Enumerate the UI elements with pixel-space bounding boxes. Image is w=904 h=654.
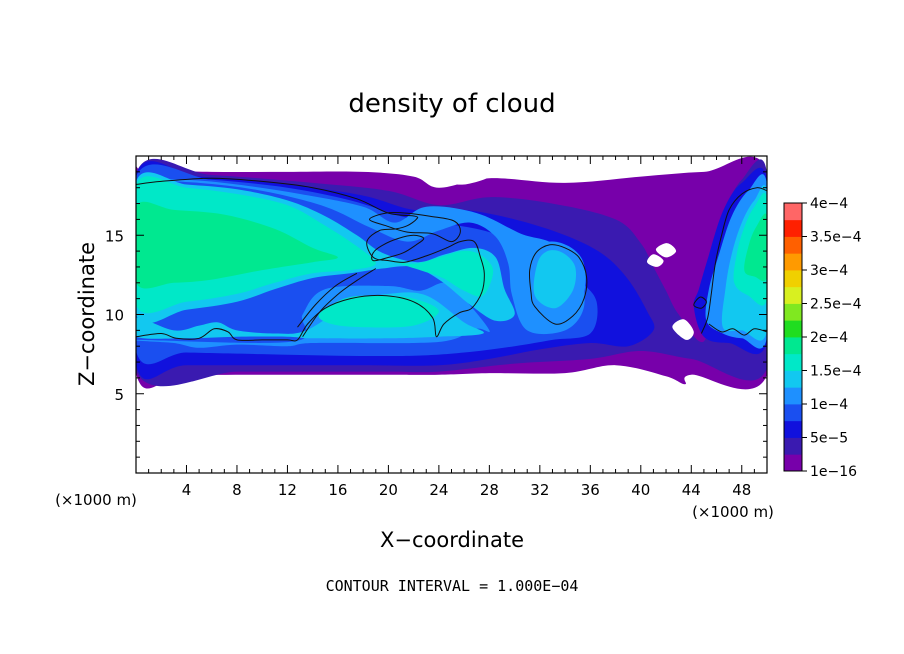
contour-main: [136, 177, 485, 342]
colorbar-tick-label: 2.5e−4: [810, 297, 862, 313]
contour-inner-2: [371, 234, 425, 262]
contour-right: [700, 187, 767, 334]
colorbar-segment: [784, 303, 802, 321]
x-tick-label: 24: [429, 481, 448, 499]
teal-green-lower: [318, 295, 439, 328]
chart-title: density of cloud: [348, 89, 555, 119]
contour-blob: [693, 296, 707, 309]
contour-streak-2: [297, 272, 358, 328]
colorbar-tick-label: 1e−4: [810, 397, 848, 413]
gap-4: [655, 243, 677, 258]
gap-1: [438, 174, 490, 185]
colorbar: [783, 202, 803, 472]
colorbar-tick-label: 4e−4: [810, 196, 848, 212]
density-field: [136, 156, 767, 390]
y-tick-label: 5: [114, 386, 124, 404]
x-tick-label: 4: [182, 481, 192, 499]
colorbar-labels: 1e−16 5e−5 1e−4 1.5e−4 2e−4 2.5e−4 3e−4 3.5e−4 4…: [802, 196, 862, 480]
cyan-bubble: [533, 250, 577, 309]
colorbar-segment: [784, 270, 802, 288]
green-core: [136, 201, 338, 289]
colorbar-segment: [784, 370, 802, 388]
colorbar-segment: [784, 353, 802, 371]
x-axis: 4 8 12 16 20 24 28 32 36 40 44 48: [148, 156, 755, 499]
colorbar-segment: [784, 337, 802, 355]
x-tick-label: 16: [328, 481, 347, 499]
contour-lines: [136, 177, 767, 342]
colorbar-tick-label: 1.5e−4: [810, 364, 862, 380]
y-axis-title: Z−coordinate: [75, 242, 99, 386]
contour-right-lower: [708, 323, 767, 336]
x-axis-title: X−coordinate: [380, 528, 524, 552]
x-tick-label: 48: [732, 481, 751, 499]
x-tick-label: 32: [530, 481, 549, 499]
teal-green-upper: [390, 250, 494, 297]
green-core-right: [744, 213, 767, 282]
gap-2: [647, 254, 664, 267]
contour-streak-1: [302, 268, 377, 337]
colorbar-segment: [784, 219, 802, 237]
light-blue: [136, 179, 585, 335]
colorbar-tick-label: 2e−4: [810, 330, 848, 346]
colorbar-segment: [784, 404, 802, 422]
x-tick-label: 20: [379, 481, 398, 499]
colorbar-segment: [784, 387, 802, 405]
x-tick-label: 40: [631, 481, 650, 499]
contour-interval-note: CONTOUR INTERVAL = 1.000E−04: [326, 577, 579, 595]
y-tick-label: 15: [105, 227, 124, 245]
contour-bubble: [528, 244, 588, 325]
x-tick-label: 44: [682, 481, 701, 499]
x-tick-label: 8: [232, 481, 242, 499]
y-axis: 5 10 15: [105, 171, 767, 458]
x-tick-label: 12: [278, 481, 297, 499]
colorbar-segment: [784, 320, 802, 338]
colorbar-segment: [784, 420, 802, 438]
colorbar-segment: [784, 236, 802, 254]
x-unit-label: (×1000 m): [692, 503, 774, 521]
y-tick-label: 10: [105, 307, 124, 325]
colorbar-tick-label: 3e−4: [810, 263, 848, 279]
colorbar-segment: [784, 203, 802, 221]
colorbar-tick-label: 1e−16: [810, 464, 857, 480]
colorbar-tick-label: 3.5e−4: [810, 230, 862, 246]
contour-inner-1: [368, 211, 461, 243]
colorbar-segment: [784, 454, 802, 472]
colorbar-segment: [784, 437, 802, 455]
x-tick-label: 36: [581, 481, 600, 499]
colorbar-tick-label: 5e−5: [810, 431, 848, 447]
x-tick-label: 28: [480, 481, 499, 499]
y-unit-label: (×1000 m): [55, 491, 137, 509]
colorbar-segment: [784, 253, 802, 271]
colorbar-segment: [784, 286, 802, 304]
gap-3: [672, 319, 694, 340]
